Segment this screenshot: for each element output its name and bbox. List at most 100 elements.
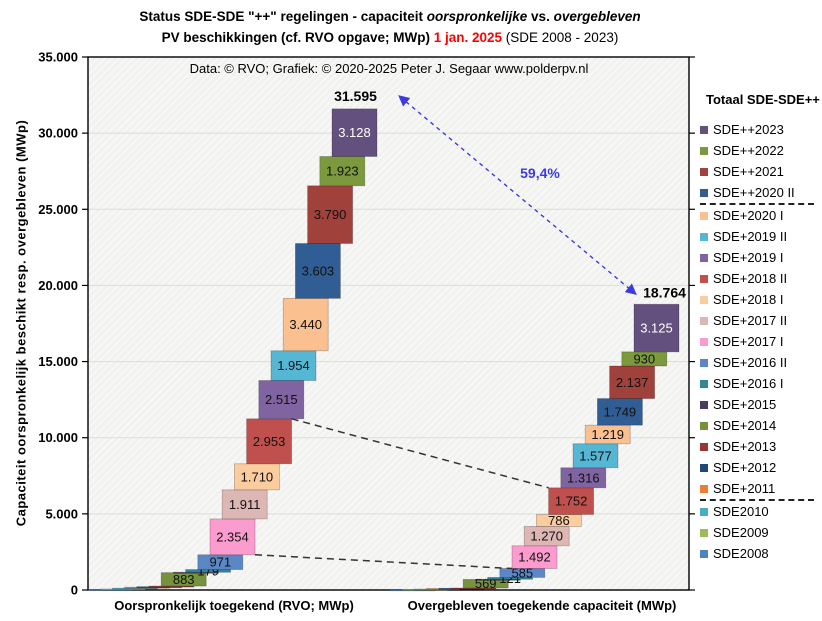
segment-label-left: 3.128 [338, 125, 371, 140]
y-tick-label: 25.000 [38, 202, 78, 217]
segment-left-SDE-2021 [307, 185, 354, 244]
legend-item-SDE-2014: SDE+2014 [700, 415, 822, 436]
segment-label-right: 585 [511, 565, 533, 580]
legend-item-SDE-2020-II: SDE++2020 II [700, 182, 822, 203]
legend-label: SDE+2019 I [713, 250, 784, 265]
legend-swatch [700, 463, 708, 472]
segment-label-left: 1.710 [241, 469, 274, 484]
segment-label-left: 883 [173, 572, 195, 587]
segment-label-left: 1.923 [326, 164, 359, 179]
legend-label: SDE+2016 I [713, 376, 784, 391]
segment-label-left: 971 [209, 555, 231, 570]
segment-left-SDE-2020-II [294, 243, 341, 299]
legend-item-SDE2010: SDE2010 [700, 501, 822, 522]
segment-label-right: 1.752 [555, 494, 588, 509]
segment-label-left: 2.354 [216, 529, 249, 544]
legend-swatch [700, 188, 708, 197]
y-tick-label: 20.000 [38, 278, 78, 293]
segment-label-right: 1.492 [518, 550, 551, 565]
segment-right-SDE-2020-I [584, 424, 631, 445]
legend-swatch [700, 232, 708, 241]
legend-item-SDE-2023: SDE++2023 [700, 119, 822, 140]
legend-label: SDE2010 [713, 504, 769, 519]
legend-label: SDE++2022 [713, 143, 784, 158]
segment-left-SDE-2018-II [246, 418, 293, 465]
legend-label: SDE+2017 II [713, 313, 788, 328]
connector-after-SDE-2018-II [291, 418, 549, 489]
segment-label-left: 1.954 [277, 358, 310, 373]
y-tick-label: 0 [71, 583, 78, 598]
legend-label: SDE++2023 [713, 122, 784, 137]
legend-label: SDE+2015 [713, 397, 777, 412]
title-date: 1 jan. 2025 [433, 30, 503, 45]
x-axis-label-right: Overgebleven toegekende capaciteit (MWp) [407, 598, 677, 613]
plot-background [88, 57, 689, 590]
legend-item-SDE-2018-I: SDE+2018 I [700, 289, 822, 310]
y-tick-label: 30.000 [38, 126, 78, 141]
y-axis-title: Capaciteit oorspronkelijk beschikt resp.… [13, 119, 29, 527]
title-italic-overgebleven: overgebleven [553, 9, 641, 24]
legend-swatch [700, 146, 708, 155]
legend-swatch [700, 400, 708, 409]
segment-left-SDE-2017-II [221, 489, 268, 520]
total-right-label: 18.764 [643, 284, 686, 300]
legend-label: SDE+2012 [713, 460, 777, 475]
legend-swatch [700, 211, 708, 220]
y-tick-label: 35.000 [38, 50, 78, 65]
segment-label-right: 1.219 [591, 427, 624, 442]
y-tick-label: 5.000 [45, 506, 78, 521]
legend-swatch [700, 528, 708, 537]
legend-item-SDE-2016-II: SDE+2016 II [700, 352, 822, 373]
chart-title-line1: Status SDE-SDE "++" regelingen - capacit… [0, 6, 780, 27]
segment-label-right: 786 [548, 513, 570, 528]
segment-left-SDE-2020-I [282, 297, 329, 352]
segment-label-right: 930 [633, 351, 655, 366]
legend-label: SDE2009 [713, 525, 769, 540]
legend-item-SDE-2019-II: SDE+2019 II [700, 226, 822, 247]
segment-label-left: 3.790 [314, 207, 347, 222]
legend: Totaal SDE-SDE++ SDE++2023 SDE++2022 SDE++… [700, 92, 822, 564]
segment-right-SDE-2018-II [548, 487, 594, 515]
legend-item-SDE-2017-I: SDE+2017 I [700, 331, 822, 352]
legend-item-SDE-2012: SDE+2012 [700, 457, 822, 478]
total-left-label: 31.595 [334, 88, 377, 104]
segment-label-right: 3.125 [640, 321, 673, 336]
y-tick-label: 15.000 [38, 354, 78, 369]
legend-label: SDE2008 [713, 546, 769, 561]
percent-label: 59,4% [520, 165, 560, 181]
legend-label: SDE+2019 II [713, 229, 788, 244]
legend-item-SDE2009: SDE2009 [700, 522, 822, 543]
segment-right-SDE-2019-II [572, 443, 619, 469]
title-period: (SDE 2008 - 2023) [502, 30, 619, 45]
segment-label-left: 1.911 [229, 497, 261, 512]
legend-swatch [700, 507, 708, 516]
segment-right-SDE-2016-II [499, 568, 546, 578]
y-tick-label: 10.000 [38, 430, 78, 445]
segment-right-SDE-2023 [633, 303, 680, 353]
segment-left-SDE-2018-I [233, 463, 280, 491]
legend-swatch [700, 167, 708, 176]
legend-item-SDE-2017-II: SDE+2017 II [700, 310, 822, 331]
segment-label-left: 2.515 [265, 392, 298, 407]
legend-item-SDE-2021: SDE++2021 [700, 161, 822, 182]
legend-items: SDE++2023 SDE++2022 SDE++2021 SDE++2020 II S… [700, 119, 822, 564]
title-italic-oorspronkelijke: oorspronkelijke [426, 9, 528, 24]
segment-label-right: 1.577 [579, 448, 612, 463]
legend-separator [700, 499, 814, 501]
legend-label: SDE++2020 II [713, 185, 795, 200]
segment-left-SDE-2017-I [209, 518, 256, 556]
legend-label: SDE++2021 [713, 164, 784, 179]
segment-label-left: 2.953 [253, 434, 286, 449]
segment-label-right: 1.316 [567, 470, 600, 485]
legend-item-SDE-2011: SDE+2011 [700, 478, 822, 499]
legend-item-SDE-2015: SDE+2015 [700, 394, 822, 415]
legend-label: SDE+2016 II [713, 355, 788, 370]
connector-after-SDE-2016-II [254, 554, 513, 570]
x-axis-label-left: Oorspronkelijk toegekend (RVO; MWp) [114, 598, 354, 613]
legend-item-SDE-2013: SDE+2013 [700, 436, 822, 457]
legend-swatch [700, 379, 708, 388]
legend-swatch [700, 274, 708, 283]
legend-label: SDE+2020 I [713, 208, 784, 223]
legend-label: SDE+2017 I [713, 334, 784, 349]
